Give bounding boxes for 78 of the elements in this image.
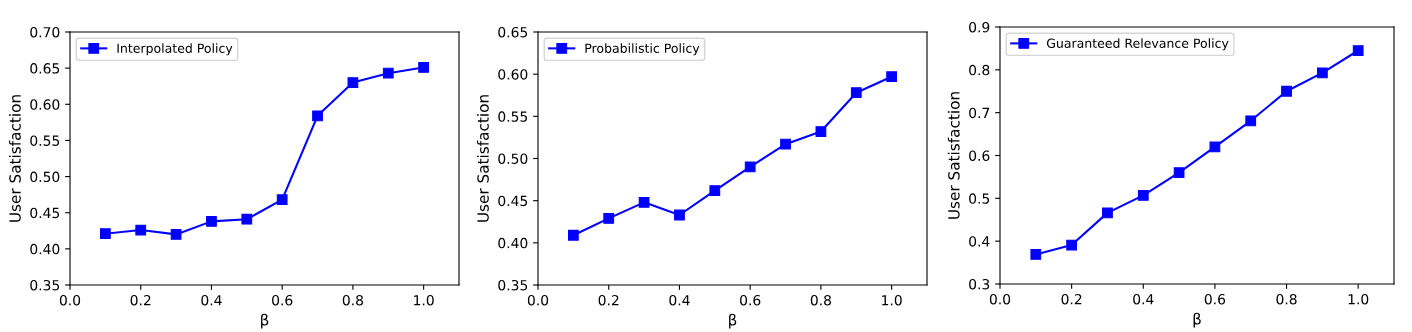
point: [1352, 45, 1364, 56]
x-tick-label: 0.2: [598, 294, 619, 306]
point: [135, 224, 147, 236]
y-tick-label: 0.9: [969, 21, 990, 33]
x-tick-label: 0.0: [989, 293, 1011, 305]
y-axis-title: User Satisfaction: [9, 95, 21, 222]
y-tick-label: 0.5: [969, 193, 990, 204]
point: [382, 67, 394, 79]
y-tick-label: 0.60: [30, 99, 60, 110]
point: [674, 209, 685, 221]
x-tick-label: 0.4: [201, 294, 222, 306]
y-tick-label: 0.50: [498, 153, 528, 164]
x-tick-label: 0.4: [1133, 293, 1154, 305]
x-tick-label: 0.8: [810, 294, 831, 306]
point: [567, 229, 579, 241]
y-tick-label: 0.45: [498, 195, 528, 207]
y-tick-label: 0.35: [30, 279, 60, 291]
point: [1173, 167, 1185, 179]
x-tick-label: 0.0: [527, 294, 549, 306]
x-axis-title: β: [729, 313, 737, 329]
x-tick-label: 0.2: [1061, 293, 1082, 305]
point: [886, 71, 898, 83]
y-tick-label: 0.35: [498, 279, 528, 291]
x-tick-label: 1.0: [414, 294, 434, 306]
point: [1137, 189, 1149, 201]
y-axis-title: User Satisfaction: [947, 92, 960, 219]
x-tick-label: 0.6: [272, 294, 293, 306]
y-tick-label: 0.45: [30, 207, 60, 219]
point: [709, 185, 721, 196]
y-tick-label: 0.70: [30, 26, 60, 38]
legend-label: Guaranteed Relevance Policy: [1046, 38, 1229, 51]
point: [276, 194, 288, 206]
x-tick-label: 0.2: [130, 294, 151, 306]
point: [206, 216, 217, 227]
point: [1245, 115, 1257, 127]
x-tick-label: 0.4: [669, 294, 690, 306]
point: [850, 87, 862, 99]
y-tick-label: 0.60: [498, 69, 528, 80]
point: [603, 213, 615, 224]
y-axis-title: User Satisfaction: [477, 95, 489, 222]
y-tick-label: 0.7: [969, 107, 990, 119]
point: [418, 62, 430, 73]
y-tick-label: 0.40: [30, 243, 60, 255]
point: [638, 196, 650, 208]
y-tick-label: 0.55: [498, 111, 528, 122]
point: [1030, 249, 1042, 260]
point: [312, 110, 323, 122]
y-tick-label: 0.55: [30, 135, 60, 146]
x-tick-label: 0.6: [740, 294, 761, 306]
point: [815, 126, 827, 137]
x-axis-title: β: [261, 313, 269, 329]
point: [1316, 67, 1328, 79]
point: [1281, 85, 1292, 97]
x-tick-label: 0.6: [1204, 293, 1226, 305]
point: [744, 161, 756, 173]
x-tick-label: 1.0: [882, 294, 902, 306]
y-tick-label: 0.50: [30, 171, 60, 183]
point: [1102, 207, 1113, 219]
x-axis-title: β: [1193, 312, 1201, 328]
x-tick-label: 1.0: [1348, 293, 1369, 305]
y-tick-label: 0.3: [969, 278, 990, 290]
y-tick-label: 0.40: [498, 237, 528, 249]
y-tick-label: 0.6: [969, 150, 990, 161]
y-tick-label: 0.65: [498, 26, 528, 38]
point: [170, 229, 182, 240]
y-tick-label: 0.4: [969, 236, 990, 247]
y-tick-label: 0.65: [30, 63, 60, 74]
point: [347, 77, 359, 88]
x-tick-label: 0.0: [59, 294, 81, 306]
point: [99, 228, 111, 240]
point: [780, 138, 791, 150]
y-tick-label: 0.8: [969, 64, 990, 76]
legend-label: Interpolated Policy: [117, 43, 233, 56]
x-tick-label: 0.8: [1276, 293, 1297, 305]
point: [1066, 239, 1078, 251]
point: [241, 213, 253, 225]
x-tick-label: 0.8: [342, 294, 363, 306]
legend-label: Probabilistic Policy: [585, 43, 700, 56]
